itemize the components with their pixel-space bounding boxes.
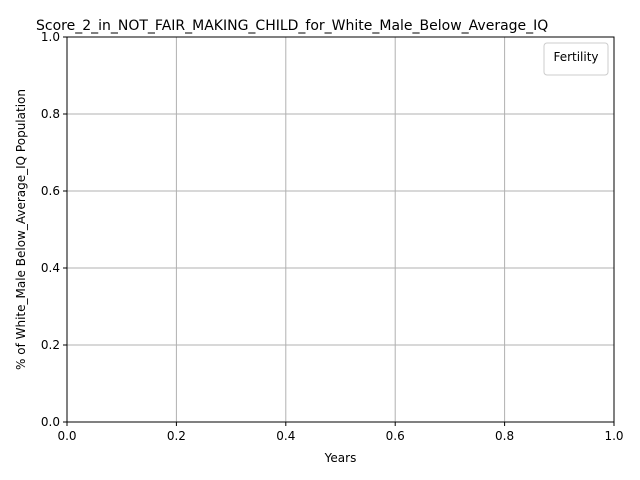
grid — [66, 36, 615, 423]
legend-box — [543, 42, 609, 76]
y-axis-ticks: 0.0 0.2 0.4 0.6 0.8 1.0 — [41, 30, 67, 429]
x-tick-label: 0.0 — [57, 429, 76, 443]
legend-title: Fertility — [553, 50, 598, 64]
x-axis-ticks: 0.0 0.2 0.4 0.6 0.8 1.0 — [57, 422, 624, 443]
y-tick-label: 0.4 — [41, 261, 60, 275]
x-tick-label: 0.4 — [276, 429, 295, 443]
y-axis-label: % of White_Male Below_Average_IQ Populat… — [14, 89, 28, 370]
y-tick-label: 1.0 — [41, 30, 60, 44]
y-tick-label: 0.0 — [41, 415, 60, 429]
chart-title: Score_2_in_NOT_FAIR_MAKING_CHILD_for_Whi… — [36, 18, 548, 34]
x-tick-label: 0.6 — [386, 429, 405, 443]
legend: Fertility — [543, 42, 609, 76]
axes-frame — [66, 36, 615, 423]
x-tick-label: 1.0 — [604, 429, 623, 443]
x-tick-label: 0.8 — [495, 429, 514, 443]
y-tick-label: 0.6 — [41, 184, 60, 198]
x-tick-label: 0.2 — [167, 429, 186, 443]
y-tick-label: 0.2 — [41, 338, 60, 352]
x-axis-label: Years — [324, 451, 357, 465]
y-tick-label: 0.8 — [41, 107, 60, 121]
